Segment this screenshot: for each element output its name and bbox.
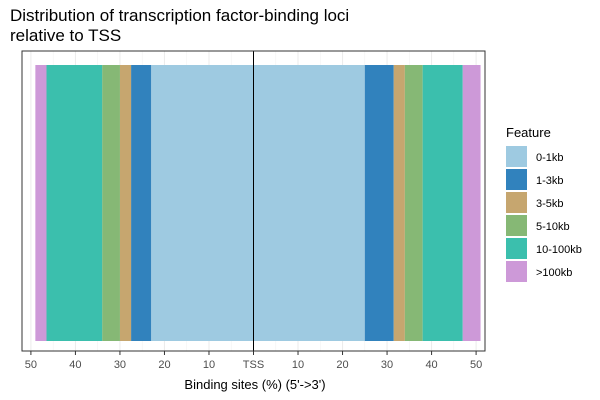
- x-tick-label: TSS: [243, 359, 264, 371]
- legend-key-4: [506, 238, 527, 259]
- bar-downstream-5: [462, 65, 481, 341]
- x-tick-label: 30: [381, 359, 393, 371]
- legend-key-2: [506, 192, 527, 213]
- legend-label-0: 0-1kb: [536, 152, 564, 164]
- legend-label-2: 3-5kb: [536, 198, 564, 210]
- x-tick-label: 50: [470, 359, 482, 371]
- bar-downstream-2: [393, 65, 405, 341]
- bar-upstream-0: [151, 65, 254, 341]
- legend-key-1: [506, 169, 527, 190]
- legend-key-0: [506, 146, 527, 167]
- legend-title: Feature: [506, 125, 551, 140]
- legend-key-5: [506, 261, 527, 282]
- bar-upstream-3: [102, 65, 120, 341]
- x-tick-label: 40: [425, 359, 437, 371]
- legend-key-3: [506, 215, 527, 236]
- plot-area: [21, 50, 486, 352]
- legend-label-5: >100kb: [536, 267, 572, 279]
- legend-label-3: 5-10kb: [536, 221, 570, 233]
- bar-upstream-5: [35, 65, 47, 341]
- chart-title-line-1: Distribution of transcription factor-bin…: [10, 6, 350, 25]
- legend-label-1: 1-3kb: [536, 175, 564, 187]
- legend-label-4: 10-100kb: [536, 244, 582, 256]
- x-tick-label: 50: [25, 359, 37, 371]
- bar-downstream-4: [422, 65, 463, 341]
- x-tick-label: 10: [203, 359, 215, 371]
- x-axis: 50 40 30 20 10 TSS 10 20 30 40 50: [25, 351, 482, 371]
- bar-downstream-1: [364, 65, 394, 341]
- bar-upstream-4: [46, 65, 103, 341]
- x-axis-title: Binding sites (%) (5'->3'): [184, 377, 325, 392]
- x-tick-label: 20: [336, 359, 348, 371]
- bar-upstream-1: [131, 65, 152, 341]
- x-tick-label: 10: [292, 359, 304, 371]
- legend: Feature 0-1kb 1-3kb 3-5kb 5-10kb 10-100kb >10…: [506, 125, 582, 282]
- bar-downstream-0: [253, 65, 365, 341]
- chart-title-line-2: relative to TSS: [10, 26, 122, 45]
- bar-upstream-2: [119, 65, 132, 341]
- bar-downstream-3: [404, 65, 423, 341]
- x-tick-label: 30: [114, 359, 126, 371]
- x-tick-label: 40: [69, 359, 81, 371]
- x-tick-label: 20: [158, 359, 170, 371]
